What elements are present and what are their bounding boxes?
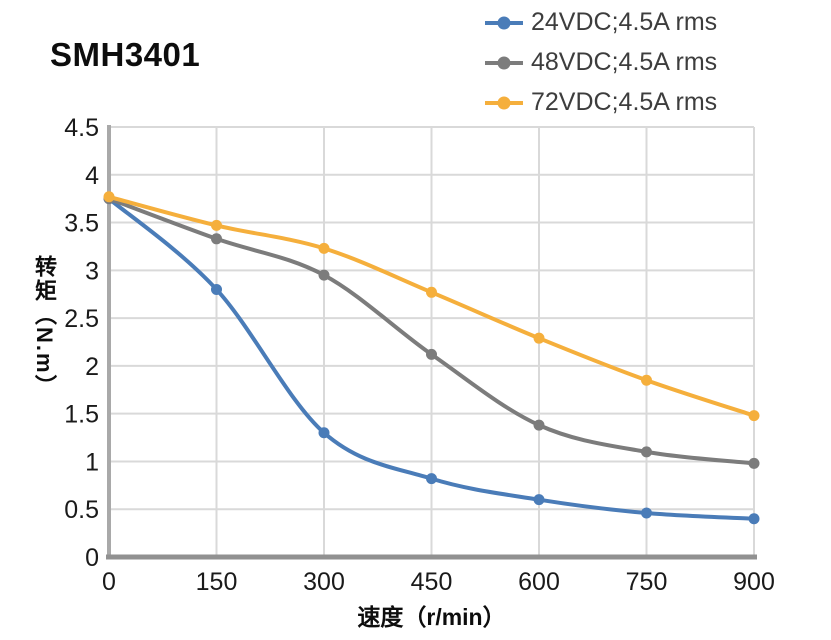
x-tick-label: 300 bbox=[303, 568, 345, 596]
series-marker bbox=[426, 348, 437, 360]
series-marker bbox=[748, 410, 760, 422]
series-marker bbox=[211, 219, 222, 231]
series-marker bbox=[103, 191, 115, 203]
series-marker bbox=[426, 286, 437, 298]
series-marker bbox=[211, 233, 222, 245]
series-marker bbox=[748, 513, 760, 525]
legend-item-3: 72VDC;4.5A rms bbox=[484, 86, 717, 119]
series-marker bbox=[533, 419, 545, 431]
y-tick-label: 4.5 bbox=[64, 114, 99, 142]
series-marker bbox=[748, 457, 760, 469]
series-marker bbox=[533, 494, 545, 506]
y-tick-label: 2.5 bbox=[64, 305, 99, 333]
legend: 24VDC;4.5A rms 48VDC;4.5A rms 72VDC;4.5A r… bbox=[484, 6, 717, 119]
series-marker bbox=[641, 374, 652, 386]
series-marker bbox=[533, 332, 545, 344]
chart-title: SMH3401 bbox=[50, 36, 201, 73]
series-marker bbox=[641, 446, 652, 458]
y-tick-label: 0.5 bbox=[64, 496, 99, 524]
legend-item-1: 24VDC;4.5A rms bbox=[484, 6, 717, 39]
y-tick-label: 2 bbox=[85, 353, 99, 381]
x-tick-label: 900 bbox=[733, 568, 775, 596]
legend-label: 72VDC;4.5A rms bbox=[531, 88, 718, 116]
y-tick-label: 0 bbox=[85, 544, 99, 572]
legend-marker-icon bbox=[485, 96, 523, 109]
y-tick-label: 1.5 bbox=[64, 401, 99, 429]
x-axis-title: 速度（r/min） bbox=[357, 604, 506, 630]
legend-label: 48VDC;4.5A rms bbox=[531, 48, 718, 76]
y-axis-title: 转矩（N.m） bbox=[32, 255, 57, 399]
x-tick-label: 150 bbox=[196, 568, 238, 596]
series-marker bbox=[318, 242, 330, 254]
y-tick-label: 3.5 bbox=[64, 210, 99, 238]
x-tick-label: 450 bbox=[411, 568, 453, 596]
x-tick-label: 600 bbox=[518, 568, 560, 596]
legend-item-2: 48VDC;4.5A rms bbox=[484, 46, 717, 79]
series-marker bbox=[426, 473, 437, 485]
legend-marker-icon bbox=[485, 56, 523, 69]
y-tick-label: 1 bbox=[85, 448, 99, 476]
x-tick-label: 0 bbox=[102, 568, 116, 596]
series-marker bbox=[318, 427, 330, 439]
y-tick-label: 4 bbox=[85, 162, 99, 190]
x-tick-label: 750 bbox=[626, 568, 668, 596]
legend-label: 24VDC;4.5A rms bbox=[531, 8, 718, 36]
series-marker bbox=[318, 269, 330, 281]
legend-marker-icon bbox=[485, 16, 523, 29]
series-marker bbox=[211, 283, 222, 295]
y-tick-label: 3 bbox=[85, 257, 99, 285]
series-marker bbox=[641, 507, 652, 519]
